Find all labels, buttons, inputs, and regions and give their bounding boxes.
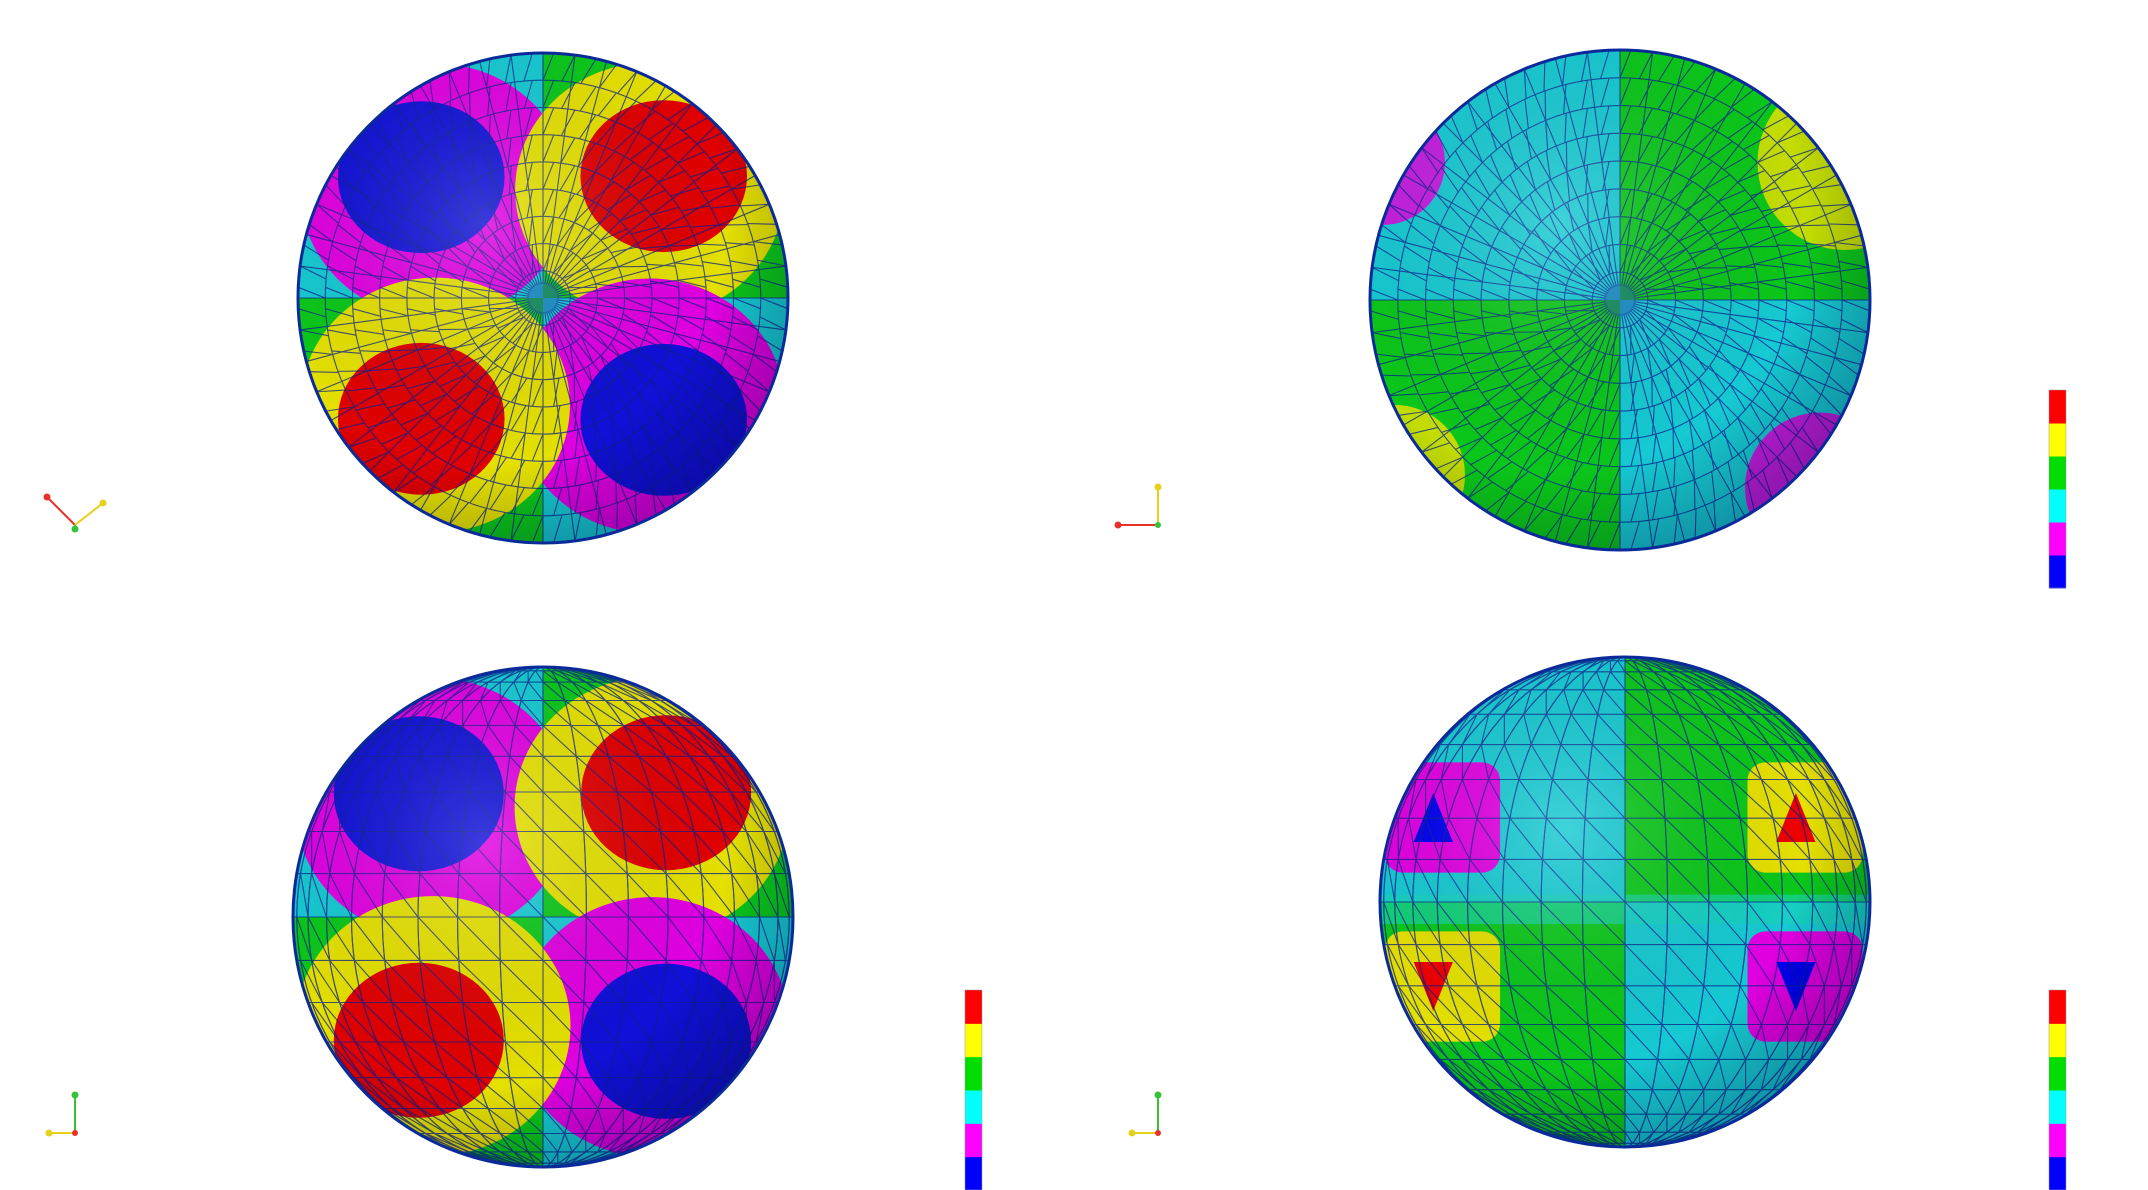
legend-swatch — [2049, 1123, 2066, 1158]
legend-swatch — [2049, 1056, 2066, 1091]
orientation-triad — [45, 1091, 79, 1137]
legend-swatch — [965, 1056, 982, 1091]
color-legend-bar — [964, 989, 983, 1190]
legend-swatch — [2049, 489, 2066, 523]
legend-swatch — [2049, 1156, 2066, 1190]
orientation-triad — [1114, 483, 1162, 529]
legend-swatch — [965, 1156, 982, 1190]
color-legend-bar — [2048, 389, 2067, 589]
legend-swatch — [965, 990, 982, 1024]
legend-swatch — [2049, 522, 2066, 556]
legend-swatch — [2049, 1023, 2066, 1058]
color-legend-bar — [2048, 989, 2067, 1190]
legend-swatch — [2049, 456, 2066, 490]
legend-swatch — [2049, 423, 2066, 457]
legend-swatch — [2049, 1090, 2066, 1124]
legend-swatch — [965, 1023, 982, 1058]
view-top-left[interactable] — [43, 51, 790, 545]
legend-swatch — [965, 1090, 982, 1124]
sphere-mesh[interactable] — [291, 665, 795, 1169]
legend-swatch — [2049, 555, 2066, 589]
orientation-triad — [43, 493, 107, 533]
legend-swatch — [2049, 990, 2066, 1024]
legend-swatch — [2049, 390, 2066, 424]
legend-swatch — [965, 1123, 982, 1158]
sphere-mesh[interactable] — [1378, 655, 1872, 1149]
orientation-triad — [1128, 1091, 1162, 1137]
sphere-mesh[interactable] — [296, 51, 790, 545]
